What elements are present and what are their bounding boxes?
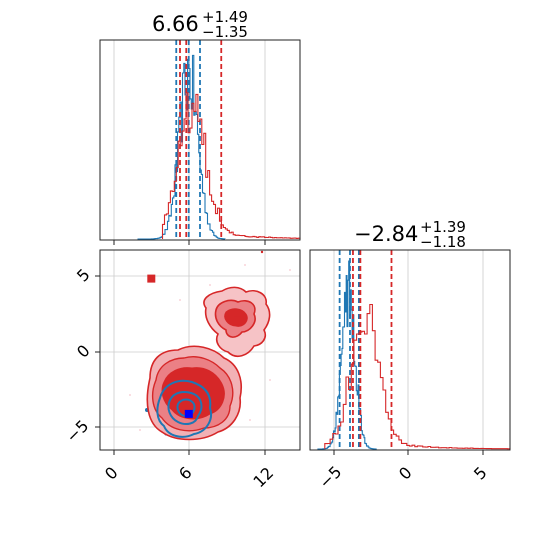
ytick-label-minus5: −5 [62, 416, 92, 446]
ytick-label-5: 5 [73, 265, 94, 286]
histogram-step-series-1 [161, 92, 301, 239]
ytick-label-0: 0 [73, 341, 94, 362]
marker-0 [184, 409, 193, 418]
xtick-label-6: 6 [175, 463, 196, 484]
histogram-step-series-0 [317, 260, 377, 450]
title-marginal-y-plus: +1.39 [420, 218, 466, 236]
panel-frame [309, 249, 511, 451]
histogram-x-marks [137, 40, 301, 240]
xtick-label-5: 5 [470, 463, 491, 484]
xtick-label-minus5: −5 [315, 462, 345, 492]
title-marginal-y-minus: −1.18 [420, 233, 466, 251]
panel-frame [99, 249, 301, 451]
panel-joint: 5 0 −5 0 6 12 [62, 249, 301, 491]
histogram-step-series-0 [137, 54, 226, 240]
title-marginal-x: 6.66 [152, 12, 199, 36]
panel-marginal-x: 6.66 +1.49 −1.35 [99, 8, 301, 245]
title-marginal-x-plus: +1.49 [202, 8, 248, 26]
xtick-label-12: 12 [249, 463, 277, 491]
panel-frame [99, 39, 301, 241]
marker-1 [233, 316, 242, 325]
contour-blue [156, 379, 212, 438]
xtick-label-0: 0 [101, 463, 122, 484]
title-marginal-x-minus: −1.35 [202, 23, 248, 41]
joint-markers [147, 274, 242, 418]
title-marginal-y: −2.84 [354, 222, 418, 246]
panel-marginal-y: −5 0 5 −2.84 +1.39 −1.18 [309, 218, 511, 492]
histogram-y-marks [317, 250, 511, 450]
marker-2 [147, 274, 156, 283]
xtick-label-0: 0 [395, 463, 416, 484]
